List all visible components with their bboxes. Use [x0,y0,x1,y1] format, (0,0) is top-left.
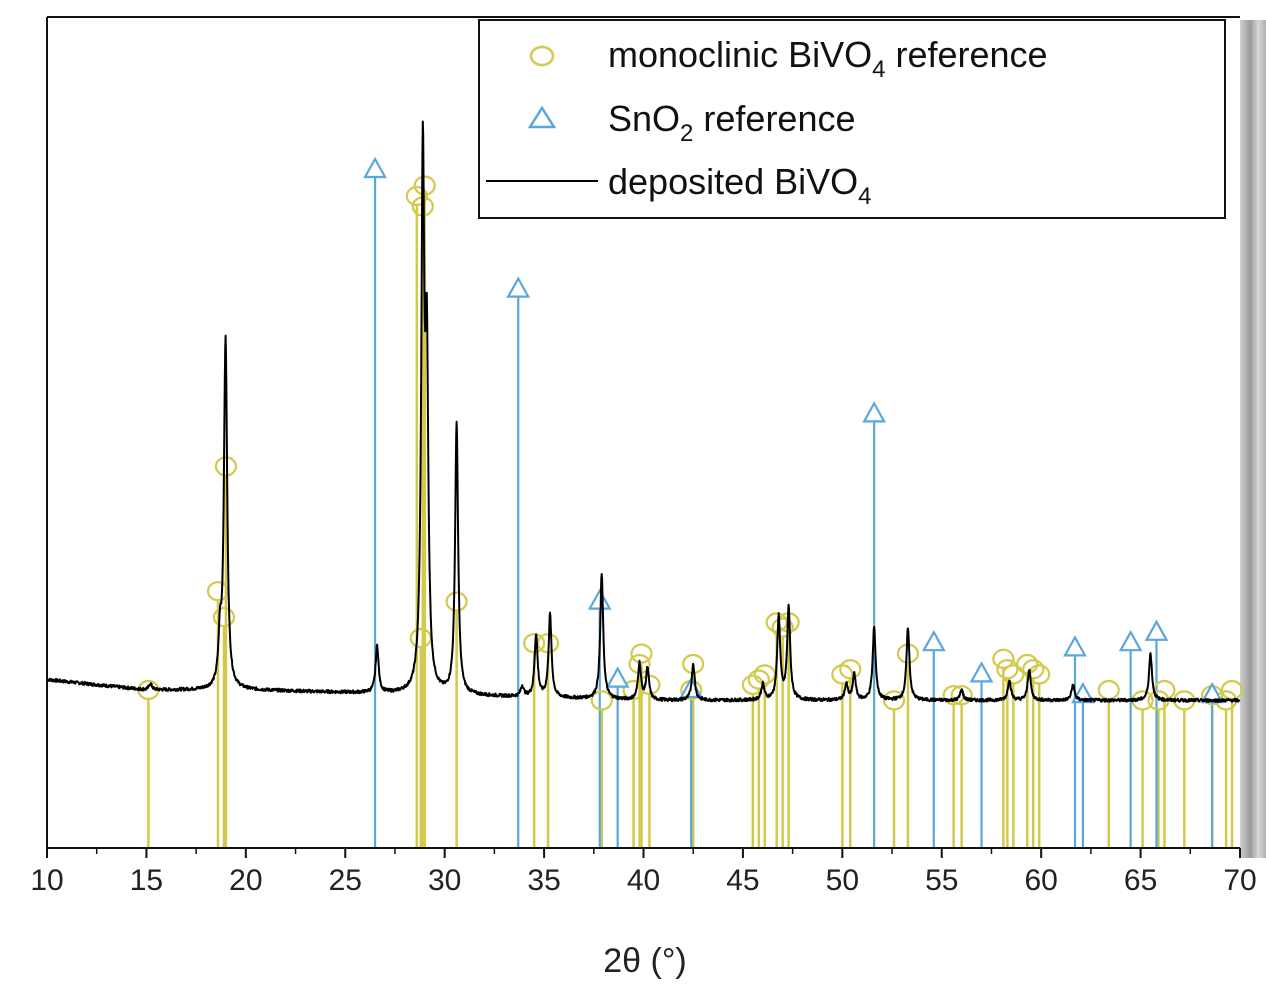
legend-label: deposited BiVO4 [608,161,872,210]
legend-label: monoclinic BiVO4 reference [608,34,1048,83]
legend-label: SnO2 reference [608,98,856,147]
x-axis-title: 2θ (°) [603,942,687,980]
bivo4-reference-marker [590,690,613,711]
bivo4-reference-marker [628,653,651,675]
sno2-reference-marker [506,276,531,298]
bivo4-reference-marker [896,643,920,664]
bivo4-reference-marker [753,664,776,685]
bivo4-reference-marker [992,648,1015,669]
legend-entry-bivo4-reference: monoclinic BiVO4 reference [529,34,1048,83]
reference-markers [137,156,1244,711]
x-tick-label: 20 [229,864,262,897]
x-tick-label: 45 [726,864,759,897]
x-tick-label: 70 [1223,864,1256,897]
legend-entry-sno2-reference: SnO2 reference [527,98,856,147]
bivo4-reference-marker [996,659,1019,680]
bivo4-reference-marker [445,591,468,612]
x-tick-label: 10 [30,864,63,897]
bivo4-reference-marker [630,643,653,664]
bivo4-reference-marker [409,627,432,649]
bivo4-reference-marker [212,607,236,628]
sno2-reference-marker [921,629,946,652]
legend-box [478,19,1226,219]
bivo4-reference-marker [1028,664,1051,685]
x-tick-label: 60 [1024,864,1057,897]
bivo4-reference-marker [413,175,436,196]
sno2-reference-marker [969,661,994,683]
sno2-reference-marker [1144,619,1169,641]
x-tick-label: 55 [925,864,958,897]
sno2-reference-marker [862,401,887,423]
sno2-reference-marker [363,156,387,179]
reference-sticks [147,175,1234,848]
legend: monoclinic BiVO4 reference SnO2 referenc… [478,19,1226,219]
bivo4-reference-marker [682,653,705,675]
bivo4-reference-marker [741,674,764,695]
triangle-marker-icon [527,105,557,129]
circle-marker-icon [529,45,555,67]
bivo4-reference-marker [1002,664,1025,685]
x-tick-label: 25 [329,864,362,897]
sno2-reference-marker [1063,635,1087,657]
bivo4-reference-marker [405,185,428,207]
axes: 10 15 20 25 30 35 40 45 50 55 60 65 70 [30,16,1257,897]
bivo4-reference-marker [1016,653,1039,675]
bivo4-reference-marker [1097,679,1120,701]
x-tick-label: 30 [428,864,461,897]
x-tick-label: 15 [130,864,163,897]
x-tick-label: 40 [627,864,660,897]
bivo4-reference-marker [1220,679,1244,701]
bivo4-reference-marker [214,456,238,477]
legend-entry-deposited: deposited BiVO4 [486,161,872,210]
bivo4-reference-marker [747,669,770,690]
bivo4-reference-marker [839,659,862,680]
bivo4-reference-marker [882,690,906,711]
x-tick-label: 50 [826,864,859,897]
bivo4-reference-marker [765,612,788,633]
sno2-reference-marker [1118,629,1143,652]
x-tick-label: 35 [527,864,560,897]
deposited-bivo4-line [46,120,1241,703]
x-tick-label: 65 [1124,864,1157,897]
sno2-reference-marker [605,666,630,688]
bivo4-reference-marker [771,617,794,638]
photo-strip [1240,20,1266,858]
bivo4-reference-marker [950,685,973,706]
bivo4-reference-marker [1022,659,1045,680]
deposited-curve [46,120,1241,703]
